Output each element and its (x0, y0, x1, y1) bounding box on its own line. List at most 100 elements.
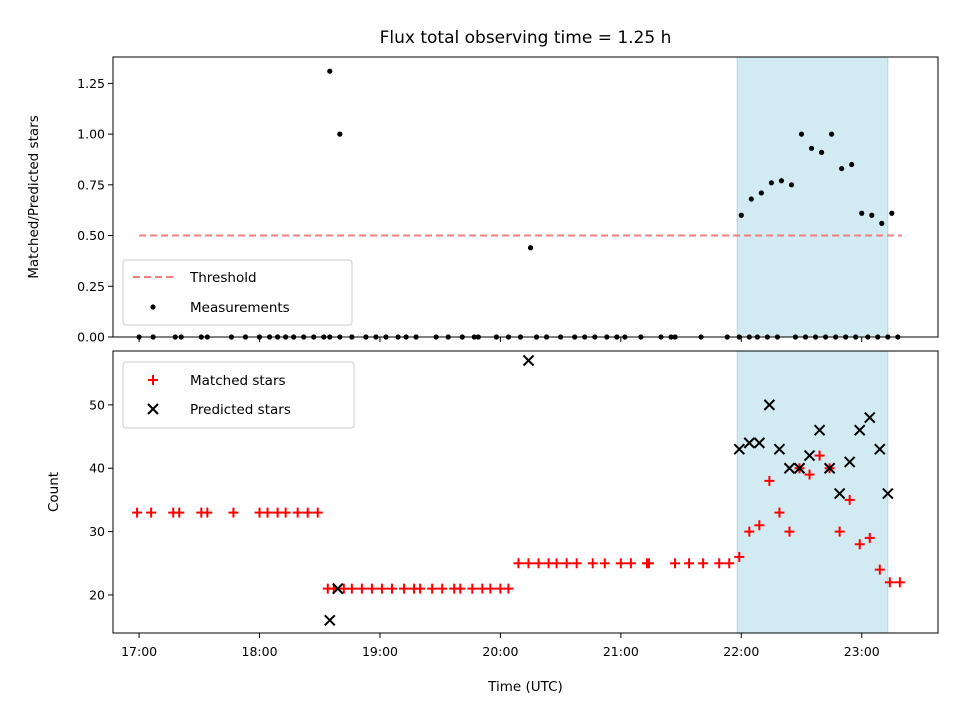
top-observing-window-shade (736, 56, 889, 338)
predicted-star-point (793, 462, 806, 474)
matched-star-point (599, 558, 610, 569)
matched-star-point (467, 583, 478, 594)
predicted-star-point (823, 462, 836, 474)
x-tick-label: 20:00 (482, 644, 518, 659)
x-tick-label: 18:00 (242, 644, 278, 659)
y-tick-label: 0.50 (77, 228, 105, 243)
matched-star-point (714, 558, 725, 569)
matched-star-point (643, 558, 654, 569)
matched-star-point (698, 558, 709, 569)
legend-measurement-swatch (150, 304, 156, 310)
legend-plus-marker (148, 375, 158, 385)
matched-star-point (146, 507, 157, 518)
matched-star-point (784, 526, 795, 537)
matched-star-point (202, 507, 213, 518)
y-tick-label: 0.75 (77, 177, 105, 192)
predicted-star-point (324, 614, 336, 627)
measurement-point (327, 68, 333, 74)
legend-predicted-label: Predicted stars (190, 402, 291, 418)
predicted-star-point (874, 443, 886, 455)
measurement-point (788, 182, 795, 188)
top-y-ticks: 0.00 0.25 0.50 0.75 1.00 1.25 (77, 76, 113, 345)
x-tick-label: 23:00 (844, 644, 880, 659)
matched-star-point (834, 526, 845, 537)
y-tick-label: 1.00 (77, 127, 105, 142)
bottom-axes-frame (112, 350, 939, 634)
y-tick-label: 0.00 (77, 330, 105, 345)
measurement-point (748, 196, 754, 202)
measurement-point (527, 245, 534, 251)
bottom-x-ticks: 17:00 18:00 19:00 20:00 21:00 22:00 23:00 (121, 633, 880, 659)
bottom-observing-window-shade (736, 350, 889, 634)
y-tick-label: 50 (89, 397, 105, 412)
matched-star-point (734, 551, 745, 562)
predicted-star-point (833, 487, 846, 500)
legend-matched-label: Matched stars (190, 373, 286, 389)
matched-star-point (724, 558, 735, 569)
matched-star-point (312, 507, 323, 518)
x-axis-label: Time (UTC) (487, 679, 563, 695)
predicted-star-point (803, 449, 816, 462)
predicted-star-point (753, 437, 766, 449)
matched-star-point (874, 564, 885, 575)
top-panel: 0.00 0.25 0.50 0.75 1.00 1.25 Flux total obse… (26, 28, 939, 345)
matched-star-point (884, 577, 895, 588)
top-x-ticks (138, 337, 863, 342)
y-tick-label: 20 (89, 587, 105, 602)
matched-star-point (587, 558, 598, 569)
matched-star-point (625, 558, 636, 569)
matched-star-point (485, 583, 496, 594)
matched-star-point (174, 507, 185, 518)
predicted-star-point (733, 443, 745, 455)
measurement-point (849, 161, 855, 168)
matched-star-point (280, 507, 291, 518)
matched-star-point (804, 469, 815, 480)
legend-threshold-label: Threshold (189, 270, 257, 286)
bottom-y-axis-label: Count (46, 472, 62, 512)
measurement-point (829, 131, 835, 137)
matched-star-point (132, 507, 143, 518)
x-tick-label: 17:00 (121, 644, 157, 659)
matched-star-point (387, 583, 398, 594)
x-tick-label: 22:00 (723, 644, 759, 659)
matched-star-point (437, 583, 448, 594)
matched-star-point (292, 507, 303, 518)
matched-star-point (376, 583, 387, 594)
matched-star-point (513, 558, 524, 569)
measurement-point (808, 145, 815, 151)
chart-title: Flux total observing time = 1.25 h (380, 28, 672, 48)
predicted-star-point (783, 462, 796, 474)
y-tick-label: 0.25 (77, 279, 105, 294)
predicted-star-points (324, 354, 894, 627)
top-legend-box (122, 259, 353, 326)
legend-measurements-label: Measurements (190, 300, 290, 316)
measurement-point (337, 131, 343, 137)
matched-star-point (455, 583, 466, 594)
bottom-y-ticks: 20 30 40 50 (89, 397, 113, 602)
y-tick-label: 40 (89, 461, 105, 476)
matched-star-point (615, 558, 626, 569)
predicted-star-point (763, 399, 776, 411)
matched-star-point (366, 583, 377, 594)
matched-star-point (228, 507, 239, 518)
matched-star-point (764, 475, 775, 486)
matched-star-point (670, 558, 681, 569)
x-tick-label: 19:00 (362, 644, 398, 659)
matched-star-point (302, 507, 313, 518)
measurement-point (758, 190, 764, 196)
predicted-star-point (522, 354, 535, 367)
matched-star-points (132, 450, 905, 594)
measurement-point (839, 165, 845, 172)
predicted-star-point (843, 456, 856, 468)
measurement-point (768, 180, 774, 186)
measurement-point (818, 149, 825, 155)
matched-star-point (356, 583, 367, 594)
matched-star-point (561, 558, 572, 569)
legend-matched-swatch (148, 375, 158, 385)
top-legend: Threshold Measurements (122, 259, 353, 326)
bottom-legend-box (122, 361, 355, 429)
matched-star-point (684, 558, 695, 569)
legend-predicted-swatch (147, 403, 159, 415)
predicted-star-point (882, 487, 894, 500)
